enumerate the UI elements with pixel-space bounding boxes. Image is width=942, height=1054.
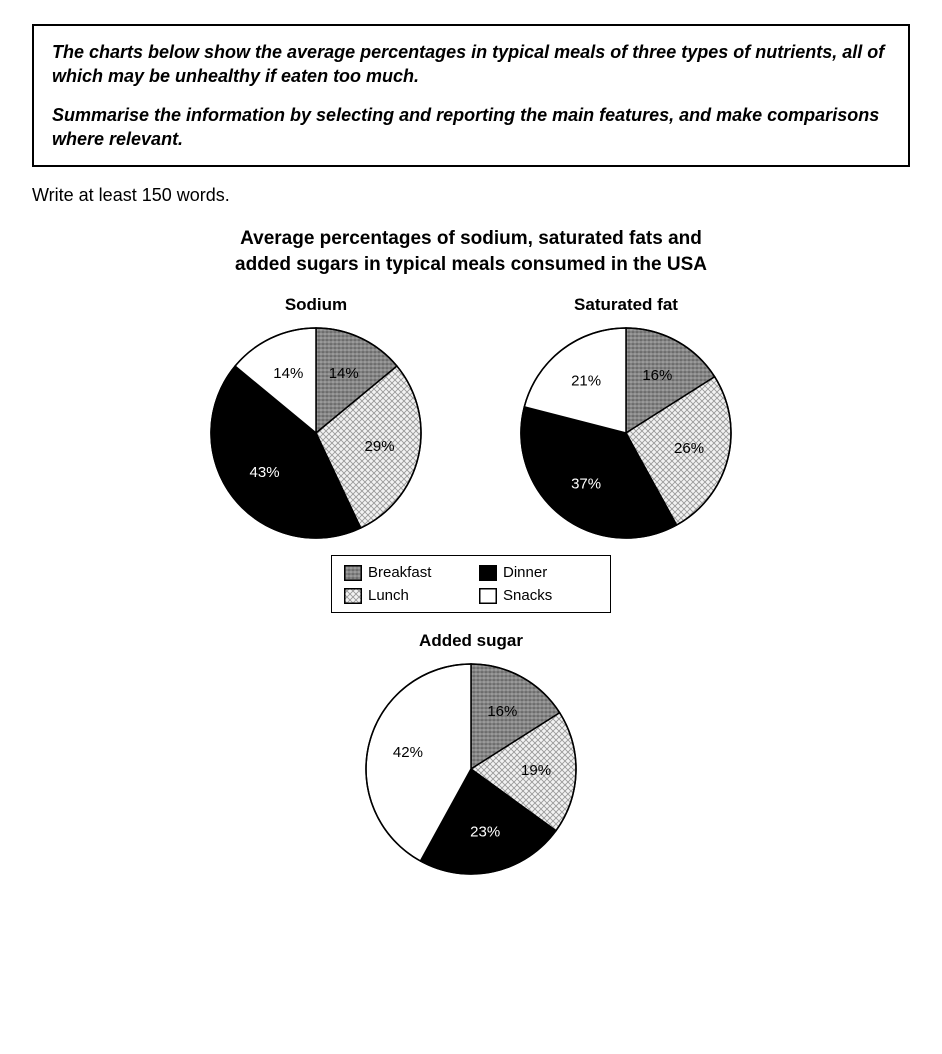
pie-label-snacks: 42% [393,744,423,761]
sugar-chart-title: Added sugar [361,631,581,651]
charts-main-title: Average percentages of sodium, saturated… [151,226,791,277]
pie-label-lunch: 19% [521,762,551,779]
pie-label-snacks: 14% [273,366,303,383]
word-count-instruction: Write at least 150 words. [32,185,910,206]
main-title-line-1: Average percentages of sodium, saturated… [240,228,702,249]
prompt-paragraph-1: The charts below show the average percen… [52,40,890,89]
sodium-chart-title: Sodium [206,295,426,315]
bottom-charts-row: Added sugar 16% 19% 23% 42% [32,631,910,879]
satfat-chart-title: Saturated fat [516,295,736,315]
legend-item-breakfast: Breakfast [344,564,459,581]
satfat-chart-block: Saturated fat 16% 26% 37% 21% [516,295,736,543]
sugar-chart-block: Added sugar 16% 19% 23% 42% [361,631,581,879]
legend-label-snacks: Snacks [503,587,552,604]
legend-item-snacks: Snacks [479,587,594,604]
sodium-pie-chart: 14% 29% 43% 14% [206,323,426,543]
main-title-line-2: added sugars in typical meals consumed i… [235,254,707,275]
legend-label-dinner: Dinner [503,564,547,581]
top-charts-row: Sodium 14% 29% 43% 14% Saturated fat [32,295,910,543]
legend-item-dinner: Dinner [479,564,594,581]
legend-label-breakfast: Breakfast [368,564,431,581]
sodium-chart-block: Sodium 14% 29% 43% 14% [206,295,426,543]
pie-label-breakfast: 16% [642,367,672,384]
legend-swatch-snacks [479,588,497,604]
sugar-pie-chart: 16% 19% 23% 42% [361,659,581,879]
legend-item-lunch: Lunch [344,587,459,604]
pie-label-breakfast: 16% [487,703,517,720]
pie-label-lunch: 26% [674,441,704,458]
legend-swatch-dinner [479,565,497,581]
pie-label-dinner: 37% [571,476,601,493]
pie-label-lunch: 29% [365,439,395,456]
satfat-pie-chart: 16% 26% 37% 21% [516,323,736,543]
pie-label-dinner: 23% [470,824,500,841]
legend-swatch-breakfast [344,565,362,581]
prompt-paragraph-2: Summarise the information by selecting a… [52,103,890,152]
legend-swatch-lunch [344,588,362,604]
legend-box: Breakfast Dinner Lunch [331,555,611,613]
pie-label-dinner: 43% [250,464,280,481]
legend-label-lunch: Lunch [368,587,409,604]
pie-label-breakfast: 14% [329,366,359,383]
pie-label-snacks: 21% [571,373,601,390]
task-prompt-box: The charts below show the average percen… [32,24,910,167]
